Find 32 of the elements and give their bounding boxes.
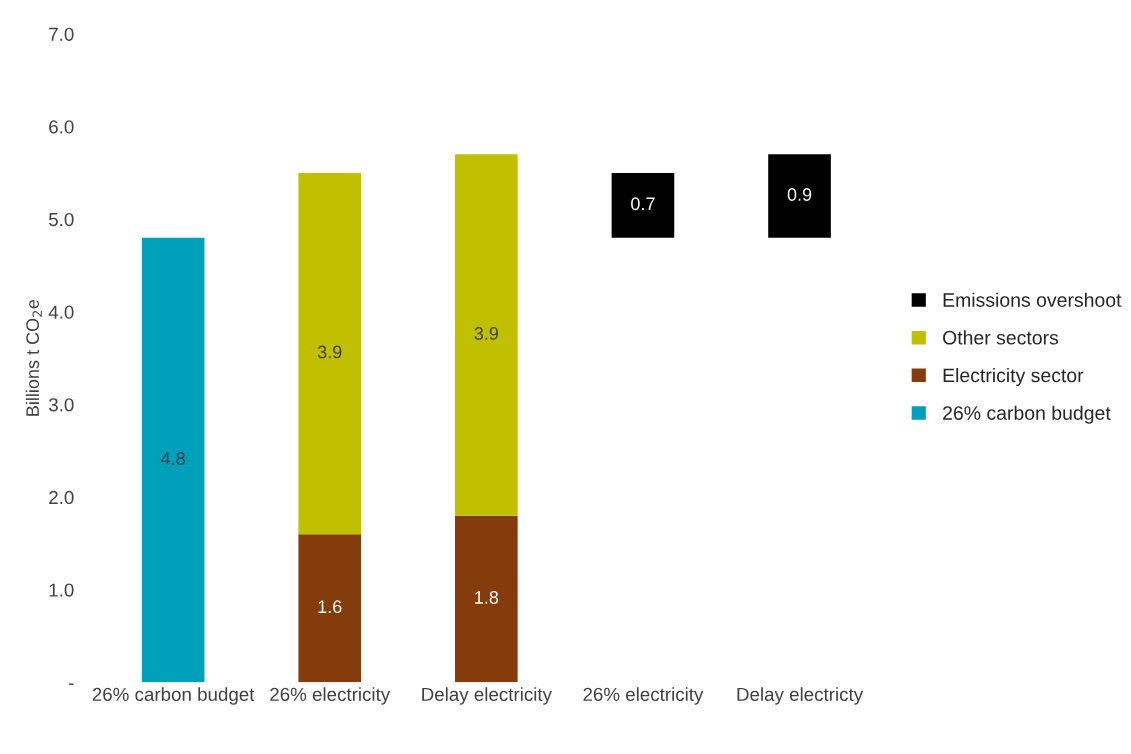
bar bbox=[455, 154, 518, 516]
data-label: 0.9 bbox=[787, 188, 812, 201]
x-tick-label: 26% electricity bbox=[270, 687, 391, 705]
y-axis-title: Billions t CO$_{2}$e bbox=[25, 299, 42, 416]
y-tick-label: 3.0 bbox=[48, 398, 74, 412]
legend-label: 26% carbon budget bbox=[943, 405, 1111, 424]
bar bbox=[455, 515, 518, 683]
data-label: 1.8 bbox=[475, 591, 499, 604]
x-tick-label: 26% carbon budget bbox=[92, 687, 255, 705]
bar bbox=[298, 172, 362, 535]
bar bbox=[298, 534, 362, 683]
y-tick-label: 5.0 bbox=[49, 212, 74, 227]
legend-label: Other sectors bbox=[943, 330, 1059, 345]
y-tick-label: - bbox=[68, 683, 74, 685]
legend-label: Emissions overshoot bbox=[943, 292, 1122, 307]
y-tick-label: 2.0 bbox=[49, 490, 74, 505]
bar bbox=[611, 172, 675, 238]
bar bbox=[141, 237, 205, 683]
x-tick-label: Delay electricity bbox=[422, 687, 552, 705]
data-label: 3.9 bbox=[474, 327, 499, 340]
data-label: 0.7 bbox=[631, 197, 655, 211]
data-label: 4.8 bbox=[161, 452, 185, 465]
bar bbox=[768, 154, 831, 238]
legend-label: Electricity sector bbox=[943, 367, 1084, 387]
y-tick-label: 6.0 bbox=[49, 120, 74, 134]
x-tick-label: 26% electricity bbox=[583, 687, 704, 705]
x-tick-label: Delay electricty bbox=[737, 687, 864, 705]
y-tick-label: 7.0 bbox=[49, 27, 74, 41]
y-tick-label: 1.0 bbox=[49, 583, 74, 597]
y-tick-label: 4.0 bbox=[48, 305, 74, 319]
data-label: 3.9 bbox=[317, 345, 342, 359]
data-label: 1.6 bbox=[318, 600, 342, 614]
